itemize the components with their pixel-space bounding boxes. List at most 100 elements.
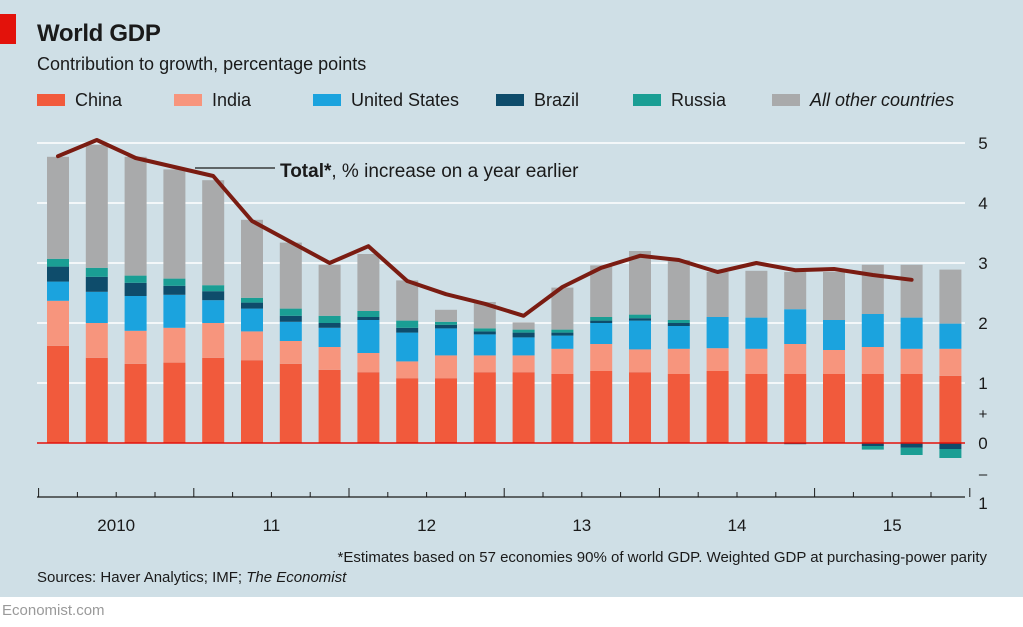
bar-segment-india [357, 353, 380, 373]
bar-segment-united-states [473, 334, 496, 356]
bar-segment-brazil [512, 332, 535, 338]
legend-item-united-states: United States [313, 88, 459, 112]
bar-segment-united-states [590, 323, 613, 344]
bar-segment-china [473, 372, 496, 443]
x-tick-label: 14 [728, 516, 747, 535]
bar-segment-russia [590, 317, 613, 321]
bar-segment-brazil [551, 332, 574, 336]
bar-segment-china [435, 378, 457, 443]
bar-segment-india [241, 331, 263, 361]
bar-segment-india [202, 323, 225, 358]
bar-segment-united-states [396, 332, 419, 362]
bar-segment-united-states [745, 317, 768, 349]
x-tick-label: 13 [572, 516, 591, 535]
bar-segment-india [667, 348, 690, 374]
sources-note: Sources: Haver Analytics; IMF; The Econo… [37, 569, 346, 586]
bar-segment-china [163, 362, 186, 443]
legend-item-russia: Russia [633, 88, 726, 112]
bar-segment-all-other-countries [706, 272, 729, 317]
annotation-rest: , % increase on a year earlier [331, 161, 579, 182]
bar-segment-china [241, 360, 263, 443]
legend-label: Brazil [534, 89, 580, 110]
bar-segment-all-other-countries [900, 264, 923, 318]
bar-segment-india [861, 347, 884, 374]
y-tick-label: 5 [978, 134, 987, 153]
bar-segment-brazil [861, 443, 884, 446]
bar-segment-india [47, 300, 69, 346]
bar-segment-united-states [784, 309, 807, 344]
bar-segment-russia [900, 447, 923, 455]
bar-segment-united-states [202, 300, 225, 323]
legend-label: China [75, 89, 123, 110]
bar-segment-india [85, 323, 108, 358]
legend-swatch [772, 94, 800, 106]
bar-segment-india [629, 349, 651, 373]
bar-segment-russia [47, 258, 69, 267]
bar-segment-russia [512, 329, 535, 333]
annotation-bold: Total* [280, 161, 332, 182]
bar-segment-india [590, 344, 613, 371]
bar-segment-brazil [47, 266, 69, 282]
x-tick-label: 2010 [97, 516, 135, 535]
bar-segment-china [124, 363, 147, 443]
bar-segment-china [202, 357, 225, 443]
bar-segment-india [473, 355, 496, 373]
bar-segment-india [939, 348, 962, 376]
y-tick-label: 4 [978, 194, 987, 213]
bar-segment-china [861, 374, 884, 443]
bar-segment-all-other-countries [667, 260, 690, 320]
x-tick-label: 11 [263, 516, 281, 535]
bar-segment-china [396, 378, 419, 443]
bar-segment-china [823, 374, 845, 443]
bar-segment-russia [357, 311, 380, 317]
bar-segment-russia [629, 314, 651, 319]
chart-title: World GDP [37, 20, 161, 47]
bar-segment-brazil [396, 327, 419, 333]
bar-segment-china [47, 345, 69, 443]
bar-segment-russia [667, 320, 690, 323]
bar-segment-india [900, 348, 923, 374]
bar-segment-russia [939, 449, 962, 458]
bar-segment-all-other-countries [357, 254, 380, 311]
bar-segment-united-states [551, 335, 574, 349]
bar-segment-brazil [124, 282, 147, 296]
bar-segment-united-states [47, 281, 69, 301]
bar-segment-all-other-countries [279, 242, 302, 309]
sources-publication: The Economist [246, 569, 347, 586]
legend: China India United States Brazil Russia All o… [37, 88, 1007, 112]
bar-segment-united-states [667, 326, 690, 349]
bar-segment-all-other-countries [551, 287, 574, 330]
bar-segment-brazil [202, 291, 225, 301]
bar-segment-united-states [706, 317, 729, 349]
bar-segment-brazil [318, 323, 341, 328]
bar-segment-china [900, 374, 923, 443]
bar-segment-brazil [279, 315, 302, 322]
bar-segment-india [745, 348, 768, 374]
bar-segment-russia [396, 320, 419, 328]
bar-segment-russia [241, 297, 263, 303]
bar-segment-all-other-countries [473, 302, 496, 329]
bar-segment-india [163, 327, 186, 363]
legend-item-china: China [37, 88, 122, 112]
bar-segment-brazil [667, 323, 690, 326]
y-tick-label: + [979, 406, 988, 423]
bar-segment-india [318, 347, 341, 370]
bar-segment-all-other-countries [823, 272, 845, 320]
bar-segment-china [706, 371, 729, 443]
bar-segment-united-states [435, 328, 457, 356]
sources-prefix: Sources: Haver Analytics; IMF; [37, 569, 247, 586]
bar-segment-brazil [85, 276, 108, 292]
bar-segment-brazil [939, 443, 962, 449]
bar-segment-united-states [900, 317, 923, 349]
x-tick-label: 12 [417, 516, 436, 535]
bar-segment-united-states [629, 320, 651, 350]
bar-segment-united-states [823, 320, 845, 350]
bar-segment-china [667, 374, 690, 443]
bar-segment-united-states [512, 337, 535, 356]
brand-tag [0, 14, 16, 44]
bar-segment-russia [318, 315, 341, 323]
bar-segment-all-other-countries [85, 144, 108, 268]
bar-segment-brazil [357, 317, 380, 320]
bar-segment-brazil [473, 331, 496, 335]
bar-segment-india [512, 355, 535, 373]
